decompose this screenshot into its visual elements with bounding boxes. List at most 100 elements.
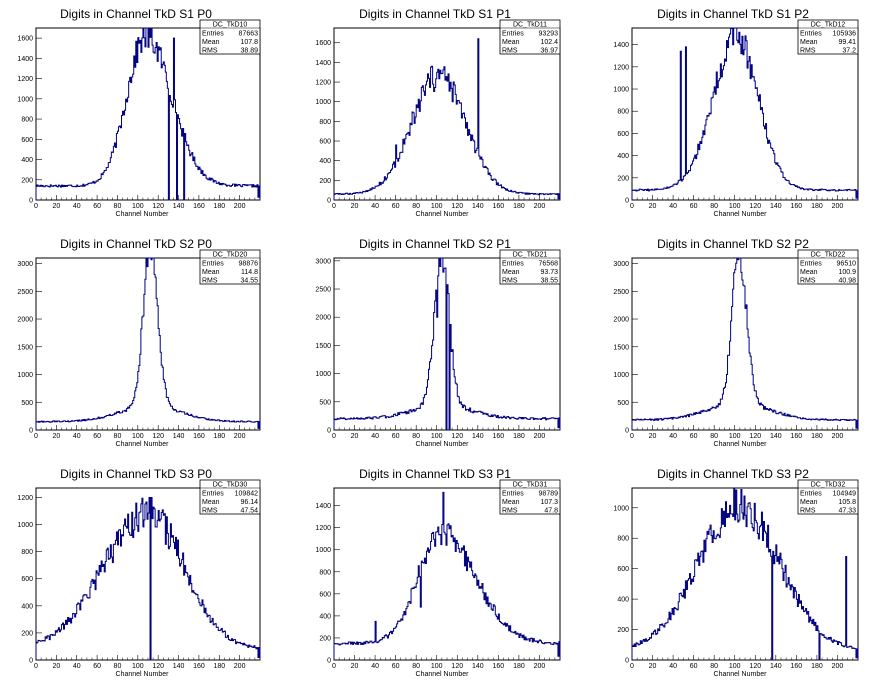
x-tick-label: 80 xyxy=(114,203,122,210)
stats-value: 109842 xyxy=(235,491,258,498)
stats-box: DC_TkD12 Entries 105936 Mean 99.41 RMS 37.2 xyxy=(797,19,859,55)
x-tick-label: 140 xyxy=(472,203,484,210)
y-tick-label: 1000 xyxy=(315,371,331,378)
panel-title: Digits in Channel TkD S1 P1 xyxy=(359,7,511,21)
y-tick-label: 0 xyxy=(625,428,629,435)
x-tick-label: 0 xyxy=(630,203,634,210)
stats-name: DC_TkD31 xyxy=(513,482,548,489)
stats-value: 47.54 xyxy=(240,508,258,515)
y-tick-label: 3000 xyxy=(17,261,33,268)
x-tick-label: 40 xyxy=(669,663,677,670)
stats-name: DC_TkD12 xyxy=(811,22,846,29)
stats-value: 38.89 xyxy=(240,48,258,55)
x-tick-label: 0 xyxy=(34,433,38,440)
x-tick-label: 80 xyxy=(710,203,718,210)
y-tick-label: 1000 xyxy=(17,522,33,529)
y-tick-label: 1200 xyxy=(17,76,33,83)
y-tick-label: 400 xyxy=(617,153,629,160)
x-axis-label: Channel Number xyxy=(714,211,768,218)
x-tick-label: 200 xyxy=(234,663,246,670)
x-tick-label: 80 xyxy=(710,433,718,440)
stats-value: 76568 xyxy=(539,261,559,268)
y-tick-label: 200 xyxy=(617,175,629,182)
x-tick-label: 160 xyxy=(791,203,803,210)
x-tick-label: 60 xyxy=(93,663,101,670)
stats-key: Mean xyxy=(202,269,220,276)
stats-key: Entries xyxy=(202,491,224,498)
stats-box-frame xyxy=(499,479,561,515)
y-tick-label: 1500 xyxy=(613,344,629,351)
x-tick-label: 180 xyxy=(513,663,525,670)
y-tick-label: 1000 xyxy=(613,87,629,94)
x-tick-label: 180 xyxy=(213,663,225,670)
stats-value: 99.41 xyxy=(838,39,856,46)
stats-key: Entries xyxy=(502,491,524,498)
y-tick-label: 800 xyxy=(319,119,331,126)
x-tick-label: 140 xyxy=(472,433,484,440)
y-tick-label: 0 xyxy=(625,198,629,205)
x-tick-label: 200 xyxy=(234,433,246,440)
x-tick-label: 160 xyxy=(493,663,505,670)
x-tick-label: 40 xyxy=(73,203,81,210)
x-tick-label: 140 xyxy=(770,663,782,670)
y-tick-label: 800 xyxy=(319,569,331,576)
x-tick-label: 120 xyxy=(749,663,761,670)
y-tick-label: 500 xyxy=(21,400,33,407)
y-tick-label: 400 xyxy=(21,157,33,164)
y-tick-label: 0 xyxy=(327,658,331,665)
y-tick-label: 1000 xyxy=(613,372,629,379)
y-tick-label: 800 xyxy=(21,117,33,124)
y-tick-label: 1200 xyxy=(613,64,629,71)
stats-key: Entries xyxy=(502,261,524,268)
stats-name: DC_TkD11 xyxy=(513,22,547,29)
y-tick-label: 400 xyxy=(21,603,33,610)
x-tick-label: 20 xyxy=(649,203,657,210)
stats-key: Mean xyxy=(800,39,818,46)
stats-value: 114.8 xyxy=(241,269,258,276)
stats-value: 98789 xyxy=(539,491,559,498)
stats-key: Entries xyxy=(800,491,822,498)
x-tick-label: 80 xyxy=(114,433,122,440)
y-tick-label: 0 xyxy=(625,658,629,665)
x-tick-label: 120 xyxy=(152,433,164,440)
x-tick-label: 180 xyxy=(811,203,823,210)
x-tick-label: 120 xyxy=(749,433,761,440)
x-tick-label: 60 xyxy=(93,433,101,440)
x-tick-label: 60 xyxy=(690,203,698,210)
x-tick-label: 20 xyxy=(52,203,60,210)
panel-title: Digits in Channel TkD S1 P0 xyxy=(60,7,212,21)
x-tick-label: 140 xyxy=(472,663,484,670)
stats-box: DC_TkD20 Entries 98876 Mean 114.8 RMS 34.55 xyxy=(199,249,261,285)
x-tick-label: 0 xyxy=(630,663,634,670)
y-tick-label: 200 xyxy=(319,178,331,185)
x-tick-label: 60 xyxy=(690,663,698,670)
stats-box-frame xyxy=(199,479,261,515)
y-tick-label: 1200 xyxy=(315,525,331,532)
x-tick-label: 80 xyxy=(710,663,718,670)
stats-box-frame xyxy=(797,479,859,515)
x-tick-label: 40 xyxy=(73,433,81,440)
stats-value: 36.97 xyxy=(540,48,558,55)
y-tick-label: 1400 xyxy=(315,60,331,67)
x-tick-label: 120 xyxy=(749,203,761,210)
histogram-line xyxy=(631,257,859,430)
x-tick-label: 120 xyxy=(451,433,463,440)
y-tick-label: 3000 xyxy=(315,258,331,265)
x-tick-label: 0 xyxy=(630,433,634,440)
y-tick-label: 600 xyxy=(319,591,331,598)
x-axis-label: Channel Number xyxy=(116,671,170,678)
stats-box-frame xyxy=(499,249,561,285)
x-tick-label: 200 xyxy=(832,203,844,210)
panel-title: Digits in Channel TkD S2 P2 xyxy=(657,237,809,251)
stats-value: 93.73 xyxy=(540,269,558,276)
y-tick-label: 1400 xyxy=(613,42,629,49)
stats-key: RMS xyxy=(800,278,816,285)
y-tick-label: 200 xyxy=(21,630,33,637)
y-tick-label: 2000 xyxy=(613,317,629,324)
y-tick-label: 1500 xyxy=(17,344,33,351)
x-tick-label: 160 xyxy=(193,203,205,210)
stats-value: 98876 xyxy=(239,261,259,268)
panel-title: Digits in Channel TkD S3 P2 xyxy=(657,467,809,481)
y-tick-label: 1200 xyxy=(17,495,33,502)
